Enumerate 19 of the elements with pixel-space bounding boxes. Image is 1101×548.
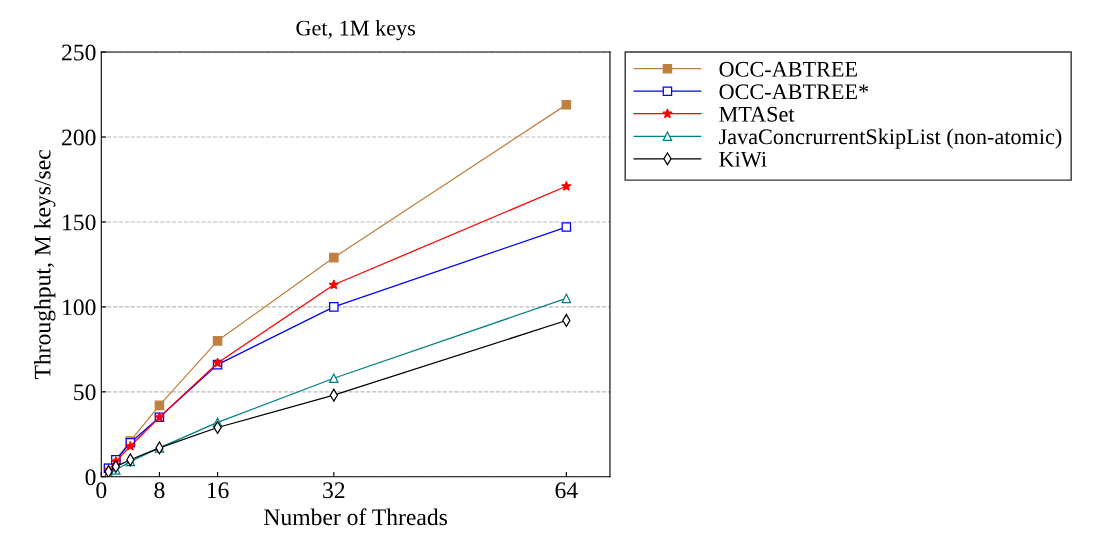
y-axis-title: Throughput, M keys/sec [33, 150, 56, 380]
y-tick-label: 150 [63, 214, 96, 231]
x-axis-title: Number of Threads [264, 508, 448, 526]
legend-label: OCC-ABTREE* [719, 84, 869, 100]
legend-label: KiWi [719, 151, 767, 167]
y-tick-label: 0 [85, 469, 96, 486]
y-tick-label: 100 [63, 299, 96, 316]
legend-label: OCC-ABTREE [719, 61, 857, 77]
x-tick-label: 8 [154, 482, 165, 499]
x-tick-label: 64 [555, 482, 578, 499]
y-tick-label: 50 [74, 384, 96, 401]
x-tick-label: 0 [96, 482, 107, 499]
x-tick-label: 32 [323, 482, 345, 499]
chart-title: Get, 1M keys [296, 19, 415, 41]
y-tick-label: 200 [62, 129, 96, 146]
legend-label: MTASet [719, 106, 795, 122]
x-tick-label: 16 [207, 482, 229, 499]
legend-label: JavaConcrurrentSkipList (non-atomic) [719, 128, 1062, 149]
y-tick-label: 250 [62, 44, 96, 61]
